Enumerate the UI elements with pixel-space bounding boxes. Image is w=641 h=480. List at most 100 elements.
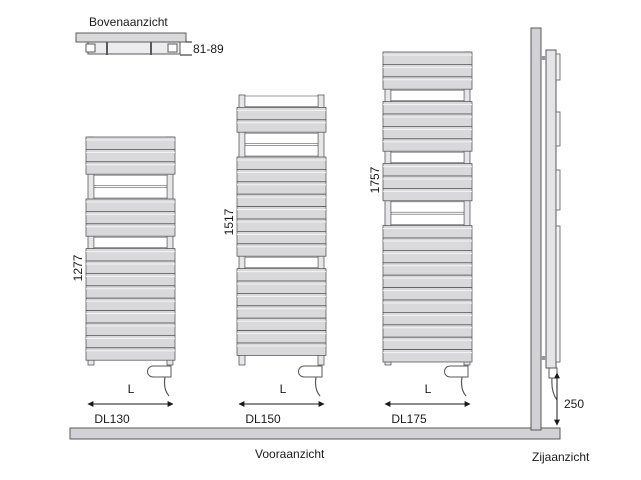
radiator-heater [147,365,172,378]
radiator-dl150: 1517 L DL150 [222,94,327,426]
top-view: Bovenaanzicht 81-89 [75,15,224,56]
radiator-slat [382,126,473,140]
radiators-group: 1277 L DL130 1517 L DL150 1757 L DL175 [71,51,473,426]
radiator-slat [236,317,327,332]
radiator-slat [85,285,176,299]
radiator-slat [382,324,473,338]
radiator-slat [236,193,327,207]
floor [69,427,561,440]
side-view-bracket-2 [541,356,546,360]
radiator-gap [244,145,319,157]
radiator-gap [390,151,465,163]
radiator-slat [382,287,473,301]
radiator-slat [382,225,473,239]
radiator-gap [93,236,168,248]
radiator-slat [382,274,473,289]
radiator-slat [236,206,327,220]
radiator-gap [390,213,465,225]
radiator-slat [382,336,473,351]
top-view-wall [75,32,187,43]
radiator-heater [444,365,469,378]
radiator-slat [382,249,473,264]
radiator-slat [236,230,327,245]
radiator-model-label: DL130 [94,412,130,426]
radiator-slat [236,342,327,356]
radiator-slat [236,168,327,183]
radiator-model-label: DL175 [391,412,427,426]
radiator-cable [163,376,170,397]
radiator-slat [85,310,176,324]
radiator-slat [236,218,327,232]
radiator-slat [236,268,327,282]
radiator-slat [85,223,176,237]
radiator-model-label: DL150 [245,412,281,426]
side-view-bar-block-4 [555,225,561,363]
radiator-slat [382,113,473,127]
radiator-slat [85,260,176,274]
radiator-slat [382,187,473,202]
radiator-slat [85,198,176,212]
radiator-slat [236,292,327,307]
radiator-slat [382,51,473,65]
radiator-slat [236,107,327,121]
radiator-slat [382,163,473,177]
side-view-height: 250 [564,397,584,411]
radiator-gap [390,89,465,101]
radiator-slat [236,119,327,133]
top-view-bracket-left [85,43,96,53]
radiator-slat [382,76,473,90]
top-view-title: Bovenaanzicht [89,15,168,29]
side-view-cable [551,377,558,401]
radiator-width-label: L [280,382,287,396]
radiator-slat [85,334,176,349]
radiator-slat [236,330,327,344]
radiator-slat [85,148,176,163]
radiator-gap [93,187,168,199]
radiator-gap [93,174,168,186]
radiator-slat [382,311,473,326]
radiator-slat [236,156,327,170]
radiator-height-label: 1517 [222,208,236,235]
radiator-slat [382,175,473,189]
radiator-slat [382,237,473,251]
top-view-bracket-right [167,43,178,53]
radiator-gap [244,132,319,144]
radiator-slat [85,210,176,225]
radiator-gap [390,201,465,213]
radiator-dl175: 1757 L DL175 [368,51,473,426]
side-view: 250 Zijaanzicht [530,27,590,464]
radiator-cable [460,376,467,397]
radiator-slat [85,347,176,361]
side-view-wall [530,27,542,431]
radiator-heater [298,365,323,378]
radiator-height-label: 1757 [368,166,382,193]
radiator-width-label: L [425,382,432,396]
top-view-radiator [87,41,181,55]
radiator-width-label: L [128,382,135,396]
radiator-slat [85,272,176,287]
radiator-height-label: 1277 [71,254,85,281]
radiator-slat [382,262,473,276]
radiator-slat [382,64,473,78]
radiator-cable [314,376,321,397]
side-view-radiator [545,49,557,369]
radiator-slat [85,248,176,262]
front-view-title: Vooraanzicht [255,447,325,461]
radiator-slat [382,349,473,363]
side-view-title: Zijaanzicht [532,450,590,464]
radiator-slat [85,322,176,336]
radiator-dl130: 1277 L DL130 [71,136,176,426]
radiator-slat [236,280,327,294]
side-view-bracket-1 [541,56,546,60]
radiator-slat [382,138,473,152]
radiator-slat [382,299,473,313]
side-view-heater [548,367,558,379]
top-view-depth: 81-89 [193,42,224,56]
radiator-slat [382,101,473,115]
radiator-slat [236,305,327,319]
side-view-bar-block-2 [555,111,561,147]
radiator-gap [244,95,319,107]
radiator-slat [236,243,327,257]
radiator-slat [85,297,176,312]
